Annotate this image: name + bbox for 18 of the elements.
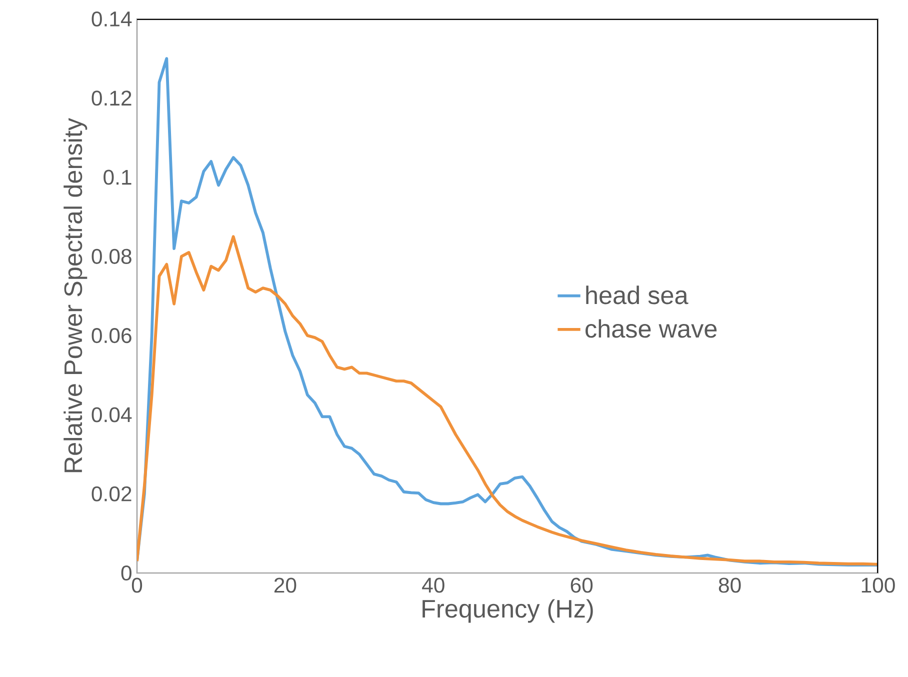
y-tick-label: 0.14 <box>92 11 132 27</box>
y-tick-label: 0.1 <box>104 170 132 185</box>
y-tick-label: 0 <box>121 565 132 581</box>
x-tick-label: 0 <box>132 578 142 593</box>
x-tick-label: 60 <box>570 578 593 593</box>
y-tick-label: 0.02 <box>92 486 132 502</box>
legend-label: head sea <box>586 286 688 304</box>
x-tick-label: 80 <box>718 578 741 593</box>
y-tick-label: 0.08 <box>92 248 132 264</box>
y-tick-label: 0.06 <box>92 328 132 344</box>
x-axis-title: Frequency (Hz) <box>422 599 593 623</box>
x-tick-label: 40 <box>422 578 444 593</box>
y-tick-label: 0.12 <box>92 90 132 106</box>
x-tick-label: 20 <box>274 578 296 593</box>
x-tick-label: 100 <box>862 578 895 593</box>
y-axis-title: Relative Power Spectral density <box>64 118 88 472</box>
legend-label: chase wave <box>586 319 717 338</box>
y-tick-label: 0.04 <box>92 407 132 422</box>
